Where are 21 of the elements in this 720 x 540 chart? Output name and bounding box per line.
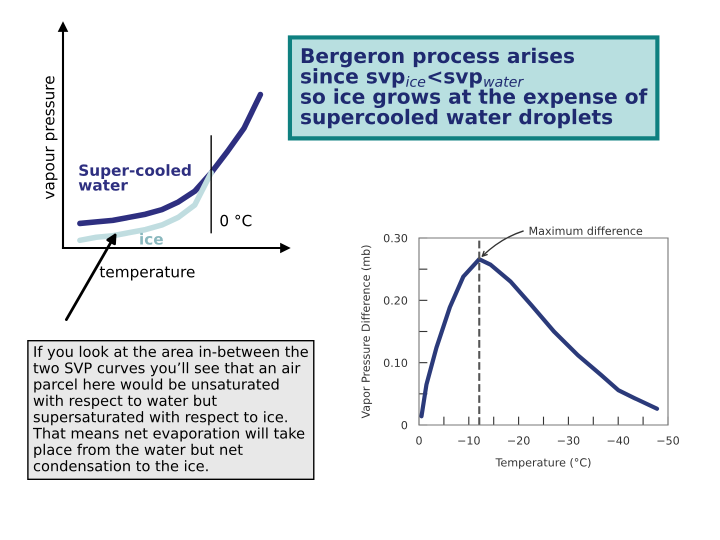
x-tick-label: −40 [608,436,630,445]
annotation: 0 °C [220,214,252,226]
x-tick-label: 0 [416,436,422,445]
x-tick-label: −50 [657,436,679,445]
y-tick-label: 0 [402,420,408,430]
series-label: ice [140,232,163,245]
y-tick-label: 0.30 [384,234,408,242]
x-axis-title: Temperature (°C) [496,458,590,469]
text: Bergeron process arises since svp$_{ice}$<svp$_{water}$ so ice grows at the expense of supercooled water droplets [301,48,648,128]
x-tick-label: −10 [458,436,480,445]
y-axis-title: Vapor Pressure Difference (mb) [361,245,372,418]
y-axis-title: vapour pressure [46,76,58,200]
annotation: Maximum difference [530,226,642,236]
text: If you look at the area in-between the two SVP curves you’ll see that an air parcel here would be unsaturated with respect to water but supersaturated with respect to ice. That means net evaporation will take place from the water but net condensation to the ice. [32,346,308,472]
x-tick-label: −20 [508,436,530,445]
line-series [419,257,660,418]
series-label: Super-cooled water [78,164,191,191]
x-axis-title: temperature [100,266,195,280]
y-tick-label: 0.20 [384,296,408,305]
x-tick-label: −30 [558,436,580,445]
y-tick-label: 0.10 [384,358,408,368]
